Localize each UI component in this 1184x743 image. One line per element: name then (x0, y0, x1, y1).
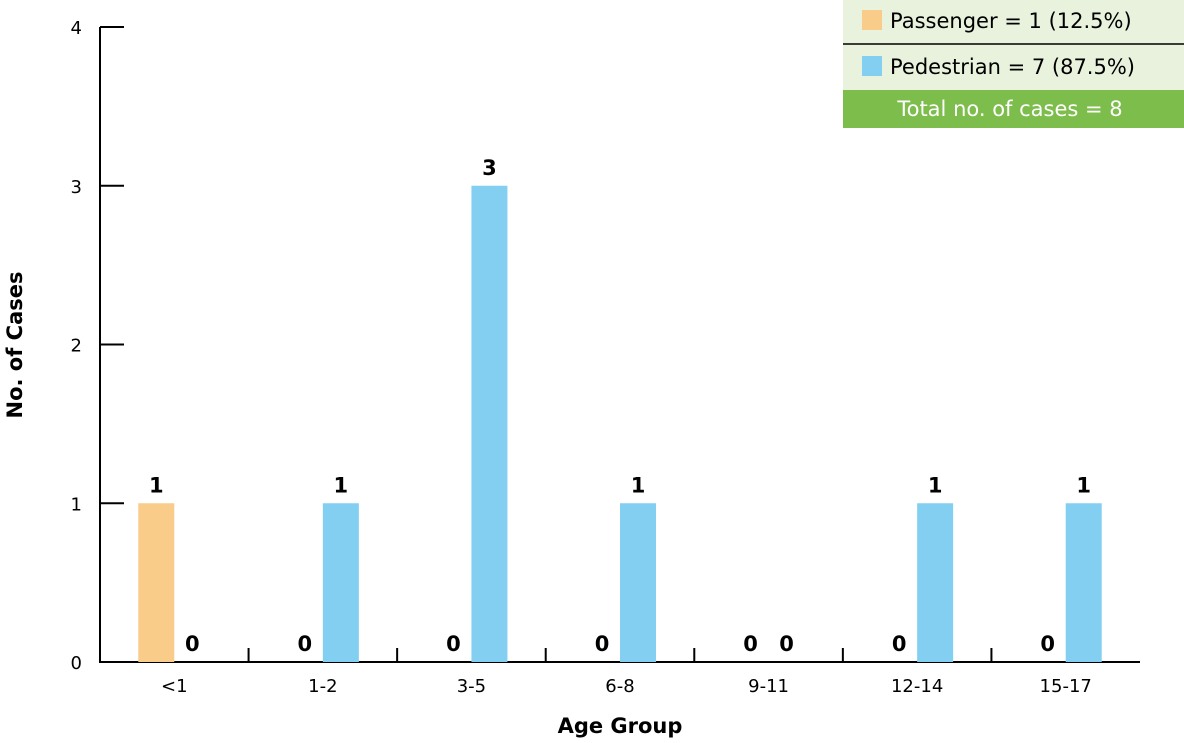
y-axis-title: No. of Cases (3, 272, 27, 419)
bar-pedestrian (322, 503, 359, 662)
bar-passenger (138, 503, 175, 662)
data-label: 1 (928, 473, 943, 497)
x-tick-label: 15-17 (1040, 676, 1092, 697)
bars-group (138, 185, 1102, 662)
x-tick-label: <1 (161, 676, 188, 697)
y-tick-label: 1 (71, 494, 82, 515)
x-tick-label: 6-8 (605, 676, 634, 697)
x-tick-label: 3-5 (457, 676, 486, 697)
y-tick-label: 2 (71, 336, 82, 357)
legend-swatch-pedestrian (862, 56, 882, 76)
x-axis-title: Age Group (558, 714, 683, 738)
x-axis-ticks: <1 1-2 3-5 6-8 9-11 12-14 15-17 (161, 648, 1092, 697)
x-tick-label: 1-2 (308, 676, 337, 697)
bar-pedestrian (471, 185, 508, 662)
bar-pedestrian (1065, 503, 1102, 662)
legend-total-bar (843, 90, 1184, 128)
legend-label-passenger: Passenger = 1 (12.5%) (890, 9, 1132, 33)
data-label: 1 (1076, 473, 1091, 497)
data-label: 0 (779, 632, 794, 656)
data-label: 0 (446, 632, 461, 656)
legend-total-label: Total no. of cases = 8 (896, 97, 1122, 121)
data-label: 0 (298, 632, 313, 656)
data-label: 1 (631, 473, 646, 497)
x-tick-label: 12-14 (891, 676, 943, 697)
data-label: 0 (185, 632, 200, 656)
data-label: 0 (743, 632, 758, 656)
y-tick-label: 3 (71, 177, 82, 198)
x-tick-label: 9-11 (748, 676, 789, 697)
y-tick-label: 0 (71, 653, 82, 674)
y-tick-label: 4 (71, 18, 82, 39)
legend: Passenger = 1 (12.5%) Pedestrian = 7 (87… (843, 0, 1184, 128)
legend-swatch-passenger (862, 10, 882, 30)
data-label: 0 (892, 632, 907, 656)
data-label: 0 (595, 632, 610, 656)
bar-pedestrian (917, 503, 954, 662)
data-label: 1 (334, 473, 349, 497)
bar-pedestrian (620, 503, 656, 662)
data-label: 0 (1040, 632, 1055, 656)
y-axis-ticks: 0 1 2 3 4 (71, 18, 124, 674)
data-label: 3 (482, 156, 497, 180)
legend-label-pedestrian: Pedestrian = 7 (87.5%) (890, 55, 1135, 79)
legend-background (843, 0, 1184, 90)
data-label: 1 (149, 473, 164, 497)
